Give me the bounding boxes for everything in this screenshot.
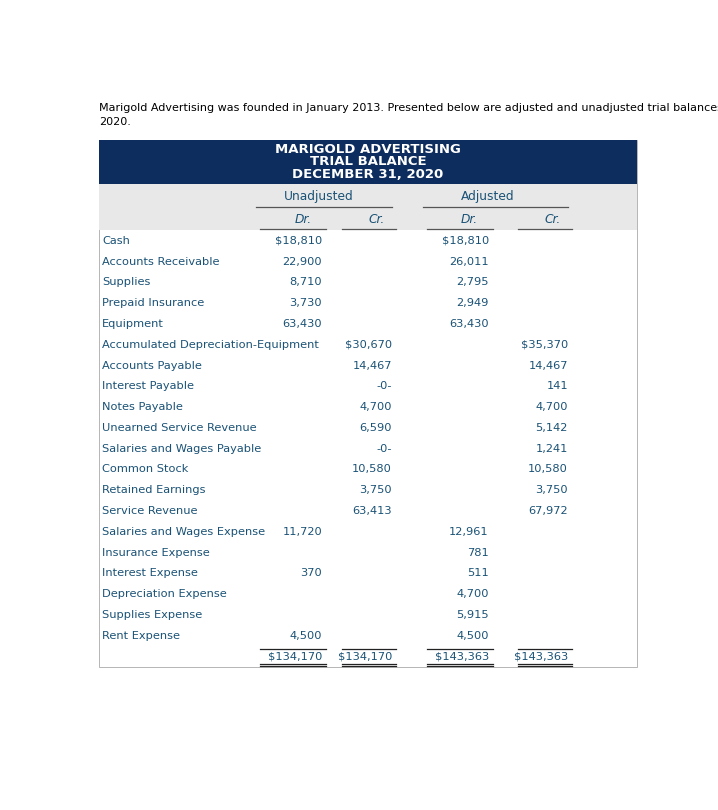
Text: $143,363: $143,363 [434, 651, 489, 662]
Text: 63,413: 63,413 [353, 506, 392, 516]
Text: Marigold Advertising was founded in January 2013. Presented below are adjusted a: Marigold Advertising was founded in Janu… [99, 104, 718, 126]
Text: Cr.: Cr. [368, 213, 385, 226]
Text: 5,915: 5,915 [456, 610, 489, 620]
Text: 781: 781 [467, 548, 489, 557]
Text: $134,170: $134,170 [337, 651, 392, 662]
Text: 3,750: 3,750 [536, 485, 568, 495]
Text: Adjusted: Adjusted [461, 190, 515, 203]
Bar [99, 139, 637, 184]
Text: Salaries and Wages Expense: Salaries and Wages Expense [102, 526, 265, 537]
Text: 2,949: 2,949 [457, 298, 489, 308]
Text: 67,972: 67,972 [528, 506, 568, 516]
Text: 4,700: 4,700 [536, 402, 568, 412]
Text: 2,795: 2,795 [457, 277, 489, 288]
Text: $30,670: $30,670 [345, 339, 392, 350]
Text: 14,467: 14,467 [353, 360, 392, 370]
Text: $143,363: $143,363 [513, 651, 568, 662]
Text: $35,370: $35,370 [521, 339, 568, 350]
Text: DECEMBER 31, 2020: DECEMBER 31, 2020 [292, 168, 444, 181]
Text: Rent Expense: Rent Expense [102, 631, 180, 641]
Text: Interest Expense: Interest Expense [102, 569, 198, 578]
Text: Insurance Expense: Insurance Expense [102, 548, 210, 557]
Text: 3,750: 3,750 [360, 485, 392, 495]
Text: Dr.: Dr. [461, 213, 478, 226]
Text: Supplies Expense: Supplies Expense [102, 610, 202, 620]
Text: 4,500: 4,500 [290, 631, 322, 641]
Text: $18,810: $18,810 [442, 236, 489, 245]
Text: 4,700: 4,700 [457, 589, 489, 599]
Text: Common Stock: Common Stock [102, 464, 189, 475]
Text: Equipment: Equipment [102, 319, 164, 329]
Text: Cr.: Cr. [544, 213, 561, 226]
Text: $18,810: $18,810 [275, 236, 322, 245]
Text: Salaries and Wages Payable: Salaries and Wages Payable [102, 444, 261, 454]
Text: MARIGOLD ADVERTISING: MARIGOLD ADVERTISING [275, 143, 461, 156]
Text: Prepaid Insurance: Prepaid Insurance [102, 298, 205, 308]
Text: Dr.: Dr. [294, 213, 312, 226]
Text: 511: 511 [467, 569, 489, 578]
Text: Unadjusted: Unadjusted [284, 190, 353, 203]
Text: 141: 141 [546, 382, 568, 391]
Text: Retained Earnings: Retained Earnings [102, 485, 205, 495]
Text: Accounts Receivable: Accounts Receivable [102, 257, 220, 266]
Text: 8,710: 8,710 [289, 277, 322, 288]
Text: Interest Payable: Interest Payable [102, 382, 194, 391]
Bar [99, 184, 637, 230]
Text: 10,580: 10,580 [352, 464, 392, 475]
Text: 5,142: 5,142 [536, 423, 568, 433]
Bar [99, 139, 637, 667]
Text: Service Revenue: Service Revenue [102, 506, 197, 516]
Text: 11,720: 11,720 [282, 526, 322, 537]
Text: 63,430: 63,430 [449, 319, 489, 329]
Text: Accounts Payable: Accounts Payable [102, 360, 202, 370]
Text: Supplies: Supplies [102, 277, 151, 288]
Text: 4,500: 4,500 [457, 631, 489, 641]
Text: 3,730: 3,730 [289, 298, 322, 308]
Text: Accumulated Depreciation-Equipment: Accumulated Depreciation-Equipment [102, 339, 319, 350]
Text: TRIAL BALANCE: TRIAL BALANCE [309, 156, 426, 168]
Text: Depreciation Expense: Depreciation Expense [102, 589, 227, 599]
Text: 6,590: 6,590 [360, 423, 392, 433]
Text: 63,430: 63,430 [283, 319, 322, 329]
Text: 1,241: 1,241 [536, 444, 568, 454]
Text: -0-: -0- [376, 444, 392, 454]
Text: -0-: -0- [376, 382, 392, 391]
Text: 26,011: 26,011 [449, 257, 489, 266]
Text: Notes Payable: Notes Payable [102, 402, 183, 412]
Text: Cash: Cash [102, 236, 130, 245]
Text: $134,170: $134,170 [268, 651, 322, 662]
Text: 10,580: 10,580 [528, 464, 568, 475]
Text: 370: 370 [301, 569, 322, 578]
Text: 4,700: 4,700 [360, 402, 392, 412]
Text: 14,467: 14,467 [528, 360, 568, 370]
Text: Unearned Service Revenue: Unearned Service Revenue [102, 423, 257, 433]
Text: 12,961: 12,961 [449, 526, 489, 537]
Text: 22,900: 22,900 [283, 257, 322, 266]
